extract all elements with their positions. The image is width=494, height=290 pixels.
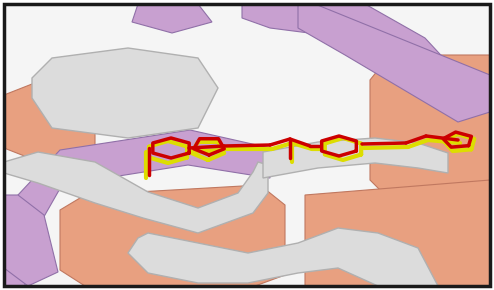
Polygon shape	[132, 4, 212, 33]
Polygon shape	[4, 130, 270, 286]
Polygon shape	[4, 75, 95, 168]
Polygon shape	[4, 152, 268, 233]
Polygon shape	[298, 4, 490, 122]
Polygon shape	[4, 195, 58, 286]
Polygon shape	[305, 180, 490, 286]
Polygon shape	[242, 4, 450, 82]
Polygon shape	[128, 228, 438, 286]
Polygon shape	[263, 138, 448, 178]
Polygon shape	[32, 48, 218, 138]
Polygon shape	[370, 55, 490, 210]
Polygon shape	[60, 185, 285, 286]
